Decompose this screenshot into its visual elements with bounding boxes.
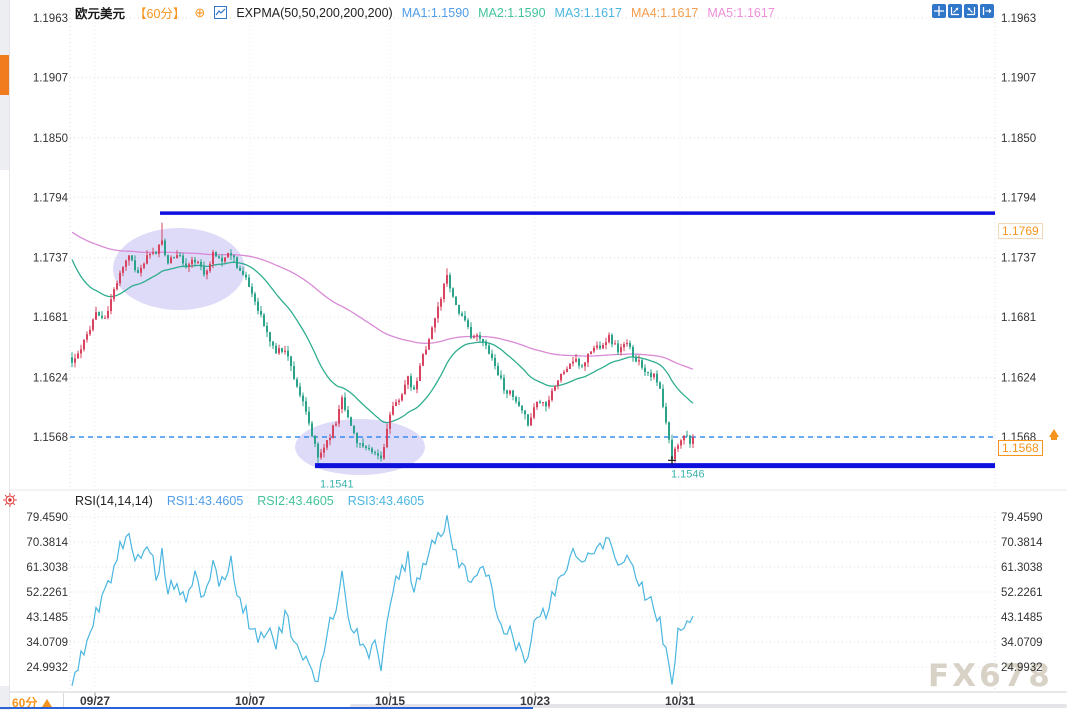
crosshair-icon[interactable] xyxy=(932,4,946,18)
indicator-chart-icon xyxy=(214,6,228,19)
rsi2-value: RSI2:43.4605 xyxy=(257,494,334,508)
svg-text:52.2261: 52.2261 xyxy=(1001,587,1043,599)
left-scroll-thumb[interactable] xyxy=(0,55,9,95)
ma3-value: MA3:1.1617 xyxy=(554,5,622,20)
svg-text:1.1794: 1.1794 xyxy=(33,192,69,204)
grid-layer xyxy=(0,10,1067,696)
price-tag-upper: 1.1769 xyxy=(998,223,1043,240)
svg-text:24.9932: 24.9932 xyxy=(1001,662,1043,674)
svg-text:34.0709: 34.0709 xyxy=(1001,637,1043,649)
rsi1-value: RSI1:43.4605 xyxy=(166,494,244,508)
rsi-line xyxy=(71,515,694,686)
svg-text:1.1850: 1.1850 xyxy=(1001,133,1036,145)
bottom-border-line xyxy=(0,707,533,709)
axis-scale-right-icon[interactable] xyxy=(964,4,978,18)
svg-text:61.3038: 61.3038 xyxy=(26,562,68,574)
chart-toolbar xyxy=(932,4,994,18)
svg-text:61.3038: 61.3038 xyxy=(1001,562,1043,574)
rsi3-value: RSI3:43.4605 xyxy=(347,494,425,508)
highlight-ellipses xyxy=(113,228,425,475)
svg-text:1.1963: 1.1963 xyxy=(1001,13,1036,25)
date-label: 09/27 xyxy=(79,694,111,708)
rsi-legend: RSI(14,14,14) RSI1:43.4605 RSI2:43.4605 … xyxy=(75,494,424,508)
price-up-arrow-icon xyxy=(1049,429,1059,440)
svg-text:43.1485: 43.1485 xyxy=(1001,612,1043,624)
ma1-value: MA1:1.1590 xyxy=(401,5,470,20)
price-tag-current: 1.1568 xyxy=(998,440,1043,456)
ema-fast-line xyxy=(71,259,694,424)
svg-text:70.3814: 70.3814 xyxy=(26,537,68,549)
svg-text:1.1681: 1.1681 xyxy=(1001,312,1036,324)
svg-text:1.1568: 1.1568 xyxy=(33,432,68,444)
footer-divider xyxy=(63,693,64,708)
timeframe-text: 60分 xyxy=(12,696,38,710)
ema-slow-line xyxy=(71,231,694,370)
svg-text:1.1546: 1.1546 xyxy=(671,469,705,481)
indicator-name[interactable]: EXPMA(50,50,200,200,200) xyxy=(236,5,393,20)
ma4-value: MA4:1.1617 xyxy=(630,5,699,20)
date-label: 10/15 xyxy=(374,694,406,708)
rsi-indicator-name[interactable]: RSI(14,14,14) xyxy=(75,494,153,508)
axis-scale-left-icon[interactable] xyxy=(948,4,962,18)
timeframe-tag[interactable]: 【60分】 xyxy=(134,7,186,21)
date-label: 10/31 xyxy=(664,694,696,708)
svg-text:43.1485: 43.1485 xyxy=(26,612,68,624)
left-scroll-strip xyxy=(0,0,10,710)
date-label: 10/07 xyxy=(234,694,266,708)
svg-text:1.1737: 1.1737 xyxy=(1001,253,1036,265)
symbol-name[interactable]: 欧元美元 xyxy=(75,7,126,21)
svg-text:1.1907: 1.1907 xyxy=(1001,72,1036,84)
low-cross-marker xyxy=(668,456,676,465)
svg-text:1.1850: 1.1850 xyxy=(33,133,68,145)
ma2-value: MA2:1.1590 xyxy=(478,5,546,20)
export-pane-icon[interactable] xyxy=(980,4,994,18)
svg-text:52.2261: 52.2261 xyxy=(26,587,68,599)
candles-layer xyxy=(71,222,694,466)
svg-text:34.0709: 34.0709 xyxy=(26,637,68,649)
svg-text:1.1794: 1.1794 xyxy=(1001,192,1037,204)
date-label: 10/23 xyxy=(519,694,551,708)
timeframe-footer-label[interactable]: 60分 xyxy=(12,694,53,710)
timeframe-up-triangle-icon xyxy=(42,698,53,707)
add-indicator-icon[interactable]: ⊕ xyxy=(194,5,206,20)
svg-text:1.1624: 1.1624 xyxy=(1001,373,1037,385)
svg-text:79.4590: 79.4590 xyxy=(1001,512,1043,524)
svg-text:1.1963: 1.1963 xyxy=(33,13,68,25)
svg-text:1.1681: 1.1681 xyxy=(33,312,68,324)
chart-legend: 欧元美元 【60分】 ⊕ EXPMA(50,50,200,200,200) MA… xyxy=(75,3,775,22)
ma5-value: MA5:1.1617 xyxy=(707,5,775,20)
watermark: FX678 xyxy=(928,658,1053,694)
svg-text:1.1541: 1.1541 xyxy=(320,479,354,491)
left-scroll-track-bottom[interactable] xyxy=(0,686,9,710)
svg-text:70.3814: 70.3814 xyxy=(1001,537,1043,549)
svg-text:1.1624: 1.1624 xyxy=(33,373,69,385)
svg-text:24.9932: 24.9932 xyxy=(26,662,68,674)
svg-text:1.1737: 1.1737 xyxy=(33,253,68,265)
horizontal-scrollbar[interactable] xyxy=(350,704,1067,708)
svg-text:79.4590: 79.4590 xyxy=(26,512,68,524)
svg-text:1.1907: 1.1907 xyxy=(33,72,68,84)
indicator-settings-icon[interactable] xyxy=(2,492,18,508)
